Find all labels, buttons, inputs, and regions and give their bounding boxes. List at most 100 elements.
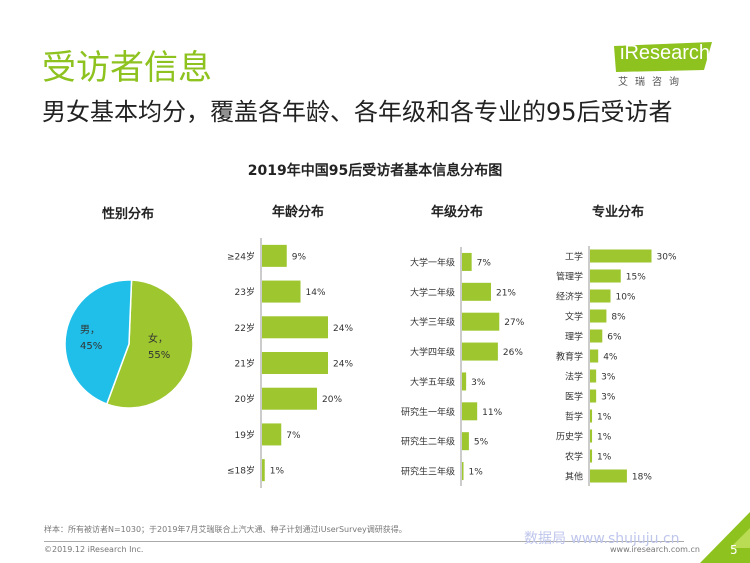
pie-label: 男， bbox=[80, 324, 100, 336]
category-label: 哲学 bbox=[565, 411, 583, 423]
logo-wordmark: iResearch bbox=[620, 42, 711, 64]
pie-title: 性别分布 bbox=[102, 206, 154, 222]
bar bbox=[590, 269, 621, 283]
bar bbox=[262, 352, 328, 374]
category-label: 经济学 bbox=[556, 291, 583, 303]
bar bbox=[590, 409, 593, 423]
category-label: 22岁 bbox=[235, 322, 255, 334]
pie-slice bbox=[105, 279, 194, 409]
category-label: ≤18岁 bbox=[227, 465, 255, 477]
bar bbox=[462, 462, 464, 481]
value-label: 24% bbox=[333, 360, 353, 370]
bar bbox=[462, 282, 491, 301]
category-label: 20岁 bbox=[235, 393, 255, 405]
bar bbox=[590, 249, 652, 263]
value-label: 10% bbox=[616, 293, 636, 303]
value-label: 3% bbox=[601, 373, 616, 383]
category-label: 管理学 bbox=[556, 271, 583, 283]
iresearch-logo: iResearch 艾瑞咨询 bbox=[612, 40, 716, 92]
value-label: 4% bbox=[603, 353, 618, 363]
pie-label: 女， bbox=[148, 332, 168, 345]
category-label: 历史学 bbox=[556, 431, 583, 443]
bar bbox=[590, 469, 627, 483]
category-label: 21岁 bbox=[235, 358, 255, 370]
category-label: 法学 bbox=[565, 371, 583, 383]
bar bbox=[262, 280, 301, 303]
category-label: ≥24岁 bbox=[227, 250, 255, 262]
bar bbox=[590, 289, 611, 303]
value-label: 20% bbox=[322, 395, 342, 405]
value-label: 18% bbox=[632, 473, 652, 483]
category-label: 研究生二年级 bbox=[401, 436, 455, 448]
value-label: 21% bbox=[496, 288, 516, 298]
chart-title: 2019年中国95后受访者基本信息分布图 bbox=[247, 163, 503, 179]
value-label: 30% bbox=[657, 253, 677, 263]
bar bbox=[462, 372, 467, 391]
bar bbox=[262, 387, 317, 410]
logo-subtitle: 艾瑞咨询 bbox=[618, 77, 686, 88]
bar bbox=[590, 429, 593, 443]
bar bbox=[262, 459, 265, 482]
value-label: 26% bbox=[503, 348, 523, 358]
corner-triangle bbox=[700, 512, 750, 563]
category-label: 研究生三年级 bbox=[401, 466, 455, 478]
bar-chart-title: 年级分布 bbox=[431, 204, 483, 220]
value-label: 1% bbox=[469, 468, 484, 478]
bar bbox=[262, 316, 328, 339]
value-label: 14% bbox=[306, 288, 326, 298]
value-label: 3% bbox=[601, 393, 616, 403]
value-label: 24% bbox=[333, 324, 353, 334]
category-label: 工学 bbox=[565, 251, 583, 263]
category-label: 理学 bbox=[565, 331, 583, 343]
footer-divider bbox=[44, 541, 684, 542]
category-label: 研究生一年级 bbox=[401, 406, 455, 418]
value-label: 7% bbox=[286, 431, 301, 441]
bar bbox=[462, 402, 478, 421]
bar bbox=[462, 342, 498, 361]
bar-chart-title: 年龄分布 bbox=[272, 204, 324, 220]
bar bbox=[590, 349, 599, 363]
bar bbox=[262, 423, 282, 446]
value-label: 7% bbox=[477, 258, 492, 268]
category-label: 大学一年级 bbox=[410, 256, 455, 268]
bar bbox=[590, 449, 593, 463]
bar bbox=[462, 252, 472, 271]
page-title: 受访者信息 bbox=[42, 48, 212, 88]
pie-value-label: 55% bbox=[148, 350, 170, 361]
bar bbox=[262, 244, 287, 267]
category-label: 19岁 bbox=[235, 429, 255, 441]
category-label: 23岁 bbox=[235, 286, 255, 298]
category-label: 文学 bbox=[565, 311, 583, 323]
value-label: 1% bbox=[597, 433, 612, 443]
website-link[interactable]: www.iresearch.com.cn bbox=[610, 545, 700, 554]
page-subtitle: 男女基本均分，覆盖各年龄、各年级和各专业的95后受访者 bbox=[42, 98, 673, 126]
value-label: 27% bbox=[504, 318, 524, 328]
value-label: 1% bbox=[597, 413, 612, 423]
category-label: 医学 bbox=[565, 391, 583, 403]
logo-leaf-icon bbox=[614, 42, 712, 72]
value-label: 5% bbox=[474, 438, 489, 448]
bar bbox=[590, 369, 597, 383]
bar bbox=[590, 329, 603, 343]
value-label: 15% bbox=[626, 273, 646, 283]
category-label: 教育学 bbox=[556, 351, 583, 363]
watermark: 数据局 www.shujuju.cn bbox=[524, 531, 680, 547]
category-label: 大学四年级 bbox=[410, 346, 455, 358]
value-label: 11% bbox=[482, 408, 502, 418]
page-number: 5 bbox=[730, 543, 738, 557]
corner-triangle-accent bbox=[730, 528, 750, 548]
sample-note: 样本：所有被访者N=1030；于2019年7月艾瑞联合上汽大通、种子计划通过iU… bbox=[44, 525, 407, 534]
bar bbox=[462, 432, 469, 451]
category-label: 农学 bbox=[565, 451, 583, 463]
bar-chart-title: 专业分布 bbox=[592, 204, 644, 220]
pie-value-label: 45% bbox=[80, 341, 102, 352]
value-label: 1% bbox=[270, 467, 285, 477]
category-label: 大学三年级 bbox=[410, 316, 455, 328]
category-label: 大学五年级 bbox=[410, 376, 455, 388]
bar bbox=[590, 389, 597, 403]
bar bbox=[462, 312, 500, 331]
category-label: 其他 bbox=[565, 471, 583, 483]
value-label: 1% bbox=[597, 453, 612, 463]
value-label: 6% bbox=[607, 333, 622, 343]
